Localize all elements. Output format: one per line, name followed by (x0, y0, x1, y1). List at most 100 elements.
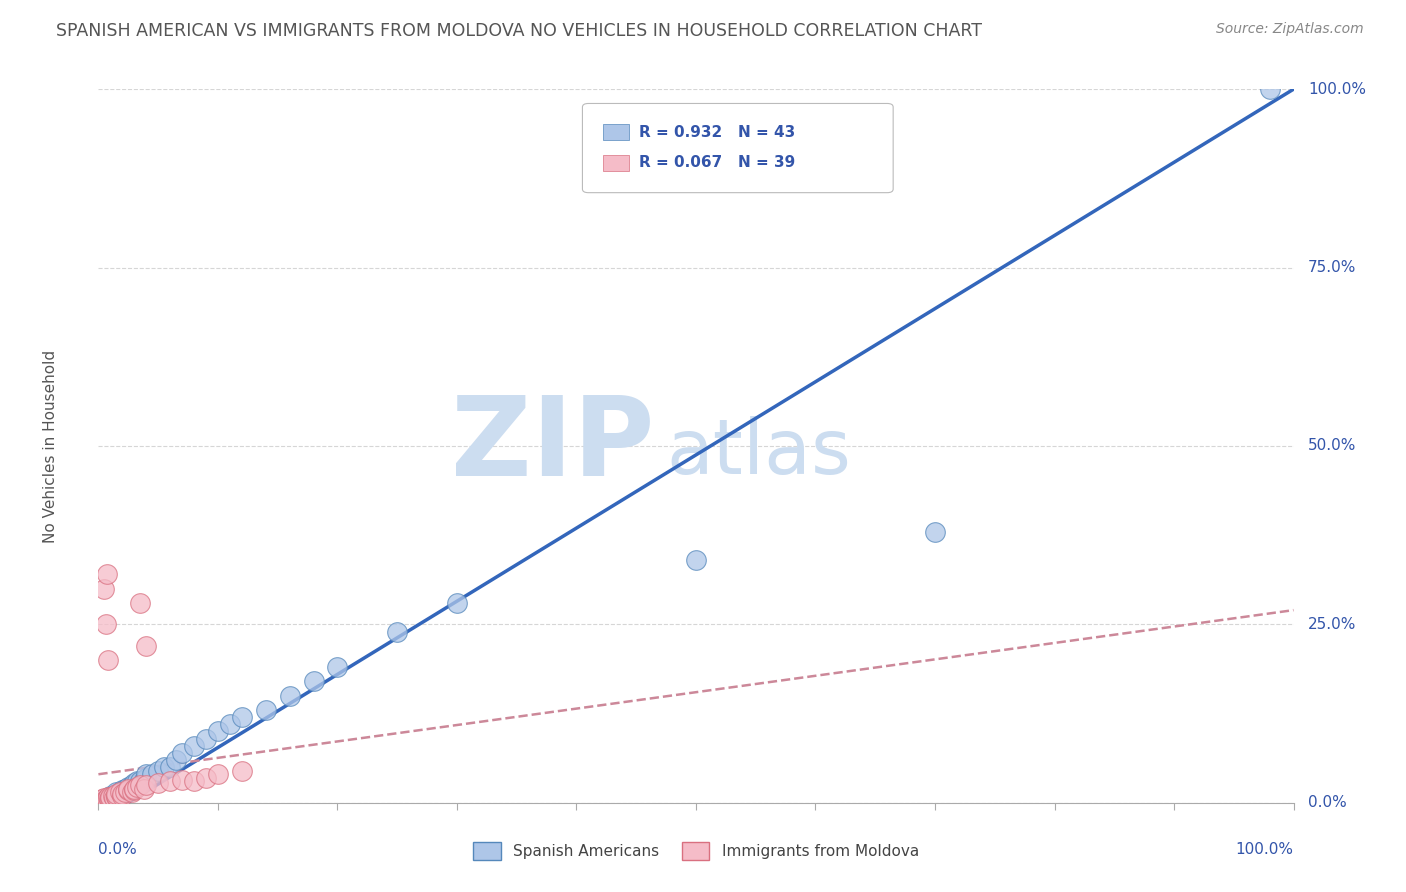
Point (105, 790, 128, 805)
Point (135, 771, 157, 785)
Point (385, 624, 409, 639)
Point (117, 781, 139, 796)
Text: 100.0%: 100.0% (1308, 82, 1365, 96)
Text: Source: ZipAtlas.com: Source: ZipAtlas.com (1216, 22, 1364, 37)
Point (135, 639, 157, 653)
Point (231, 710, 253, 724)
Point (111, 789, 134, 803)
Point (111, 783, 134, 797)
Point (124, 778, 146, 792)
Text: No Vehicles in Household: No Vehicles in Household (44, 350, 58, 542)
Text: 0.0%: 0.0% (1308, 796, 1347, 810)
Text: ZIP: ZIP (451, 392, 654, 500)
Point (105, 789, 128, 803)
Text: SPANISH AMERICAN VS IMMIGRANTS FROM MOLDOVA NO VEHICLES IN HOUSEHOLD CORRELATION: SPANISH AMERICAN VS IMMIGRANTS FROM MOLD… (56, 22, 983, 40)
Point (135, 778, 157, 792)
Point (129, 778, 152, 792)
Point (98, 792, 121, 806)
Point (117, 783, 139, 797)
Point (103, 789, 125, 803)
Point (105, 787, 128, 801)
Point (103, 790, 125, 805)
Point (121, 785, 143, 799)
Point (97, 790, 120, 805)
Point (141, 767, 163, 781)
Point (101, 789, 124, 803)
Point (98, 789, 122, 803)
Text: 50.0%: 50.0% (1308, 439, 1357, 453)
Point (159, 760, 181, 774)
Text: 0.0%: 0.0% (98, 842, 138, 857)
Point (97, 790, 120, 805)
Text: atlas: atlas (666, 417, 851, 490)
Point (117, 781, 139, 796)
Point (124, 776, 146, 790)
Point (114, 785, 136, 799)
Bar (603, 124, 628, 140)
Point (97, 653, 120, 667)
Point (254, 703, 277, 717)
Point (165, 753, 187, 767)
Point (278, 689, 301, 703)
Point (231, 764, 253, 778)
Point (129, 596, 152, 610)
Bar (603, 155, 628, 170)
Point (207, 724, 229, 739)
Point (219, 717, 242, 731)
Point (117, 780, 139, 794)
Point (98, 790, 122, 805)
Point (98, 791, 122, 805)
Point (132, 781, 155, 796)
Point (194, 771, 217, 785)
Text: 100.0%: 100.0% (1236, 842, 1294, 857)
Point (94, 792, 117, 806)
Point (93, 790, 115, 805)
Point (111, 787, 134, 801)
Point (302, 674, 325, 689)
Point (91, 792, 114, 806)
Point (172, 772, 194, 787)
Point (114, 781, 136, 796)
Point (96, 567, 118, 582)
Point (98, 790, 122, 805)
Point (194, 731, 217, 746)
Point (124, 783, 146, 797)
Point (1258, 82, 1281, 96)
Point (121, 778, 143, 792)
Text: 75.0%: 75.0% (1308, 260, 1357, 275)
Point (135, 767, 157, 781)
Point (105, 785, 128, 799)
Point (183, 774, 205, 789)
Point (96, 791, 118, 805)
Text: 25.0%: 25.0% (1308, 617, 1357, 632)
Point (125, 780, 148, 794)
FancyBboxPatch shape (582, 103, 893, 193)
Point (172, 746, 194, 760)
Legend: Spanish Americans, Immigrants from Moldova: Spanish Americans, Immigrants from Moldo… (467, 836, 925, 866)
Point (153, 760, 176, 774)
Point (148, 764, 170, 778)
Point (93, 582, 115, 596)
Point (105, 787, 128, 801)
Point (108, 785, 131, 799)
Point (101, 789, 124, 803)
Point (446, 596, 468, 610)
Point (148, 776, 170, 790)
Point (125, 774, 148, 789)
Point (924, 524, 946, 539)
Point (94, 617, 117, 632)
Point (93, 792, 115, 806)
Point (129, 774, 152, 789)
Point (124, 781, 146, 796)
Text: R = 0.067   N = 39: R = 0.067 N = 39 (638, 155, 794, 170)
Point (159, 774, 181, 789)
Point (132, 772, 155, 787)
Point (326, 660, 349, 674)
Text: R = 0.932   N = 43: R = 0.932 N = 43 (638, 125, 794, 139)
Point (111, 785, 134, 799)
Point (96, 791, 118, 805)
Point (108, 785, 131, 799)
Point (183, 739, 205, 753)
Point (685, 553, 707, 567)
Point (207, 767, 229, 781)
